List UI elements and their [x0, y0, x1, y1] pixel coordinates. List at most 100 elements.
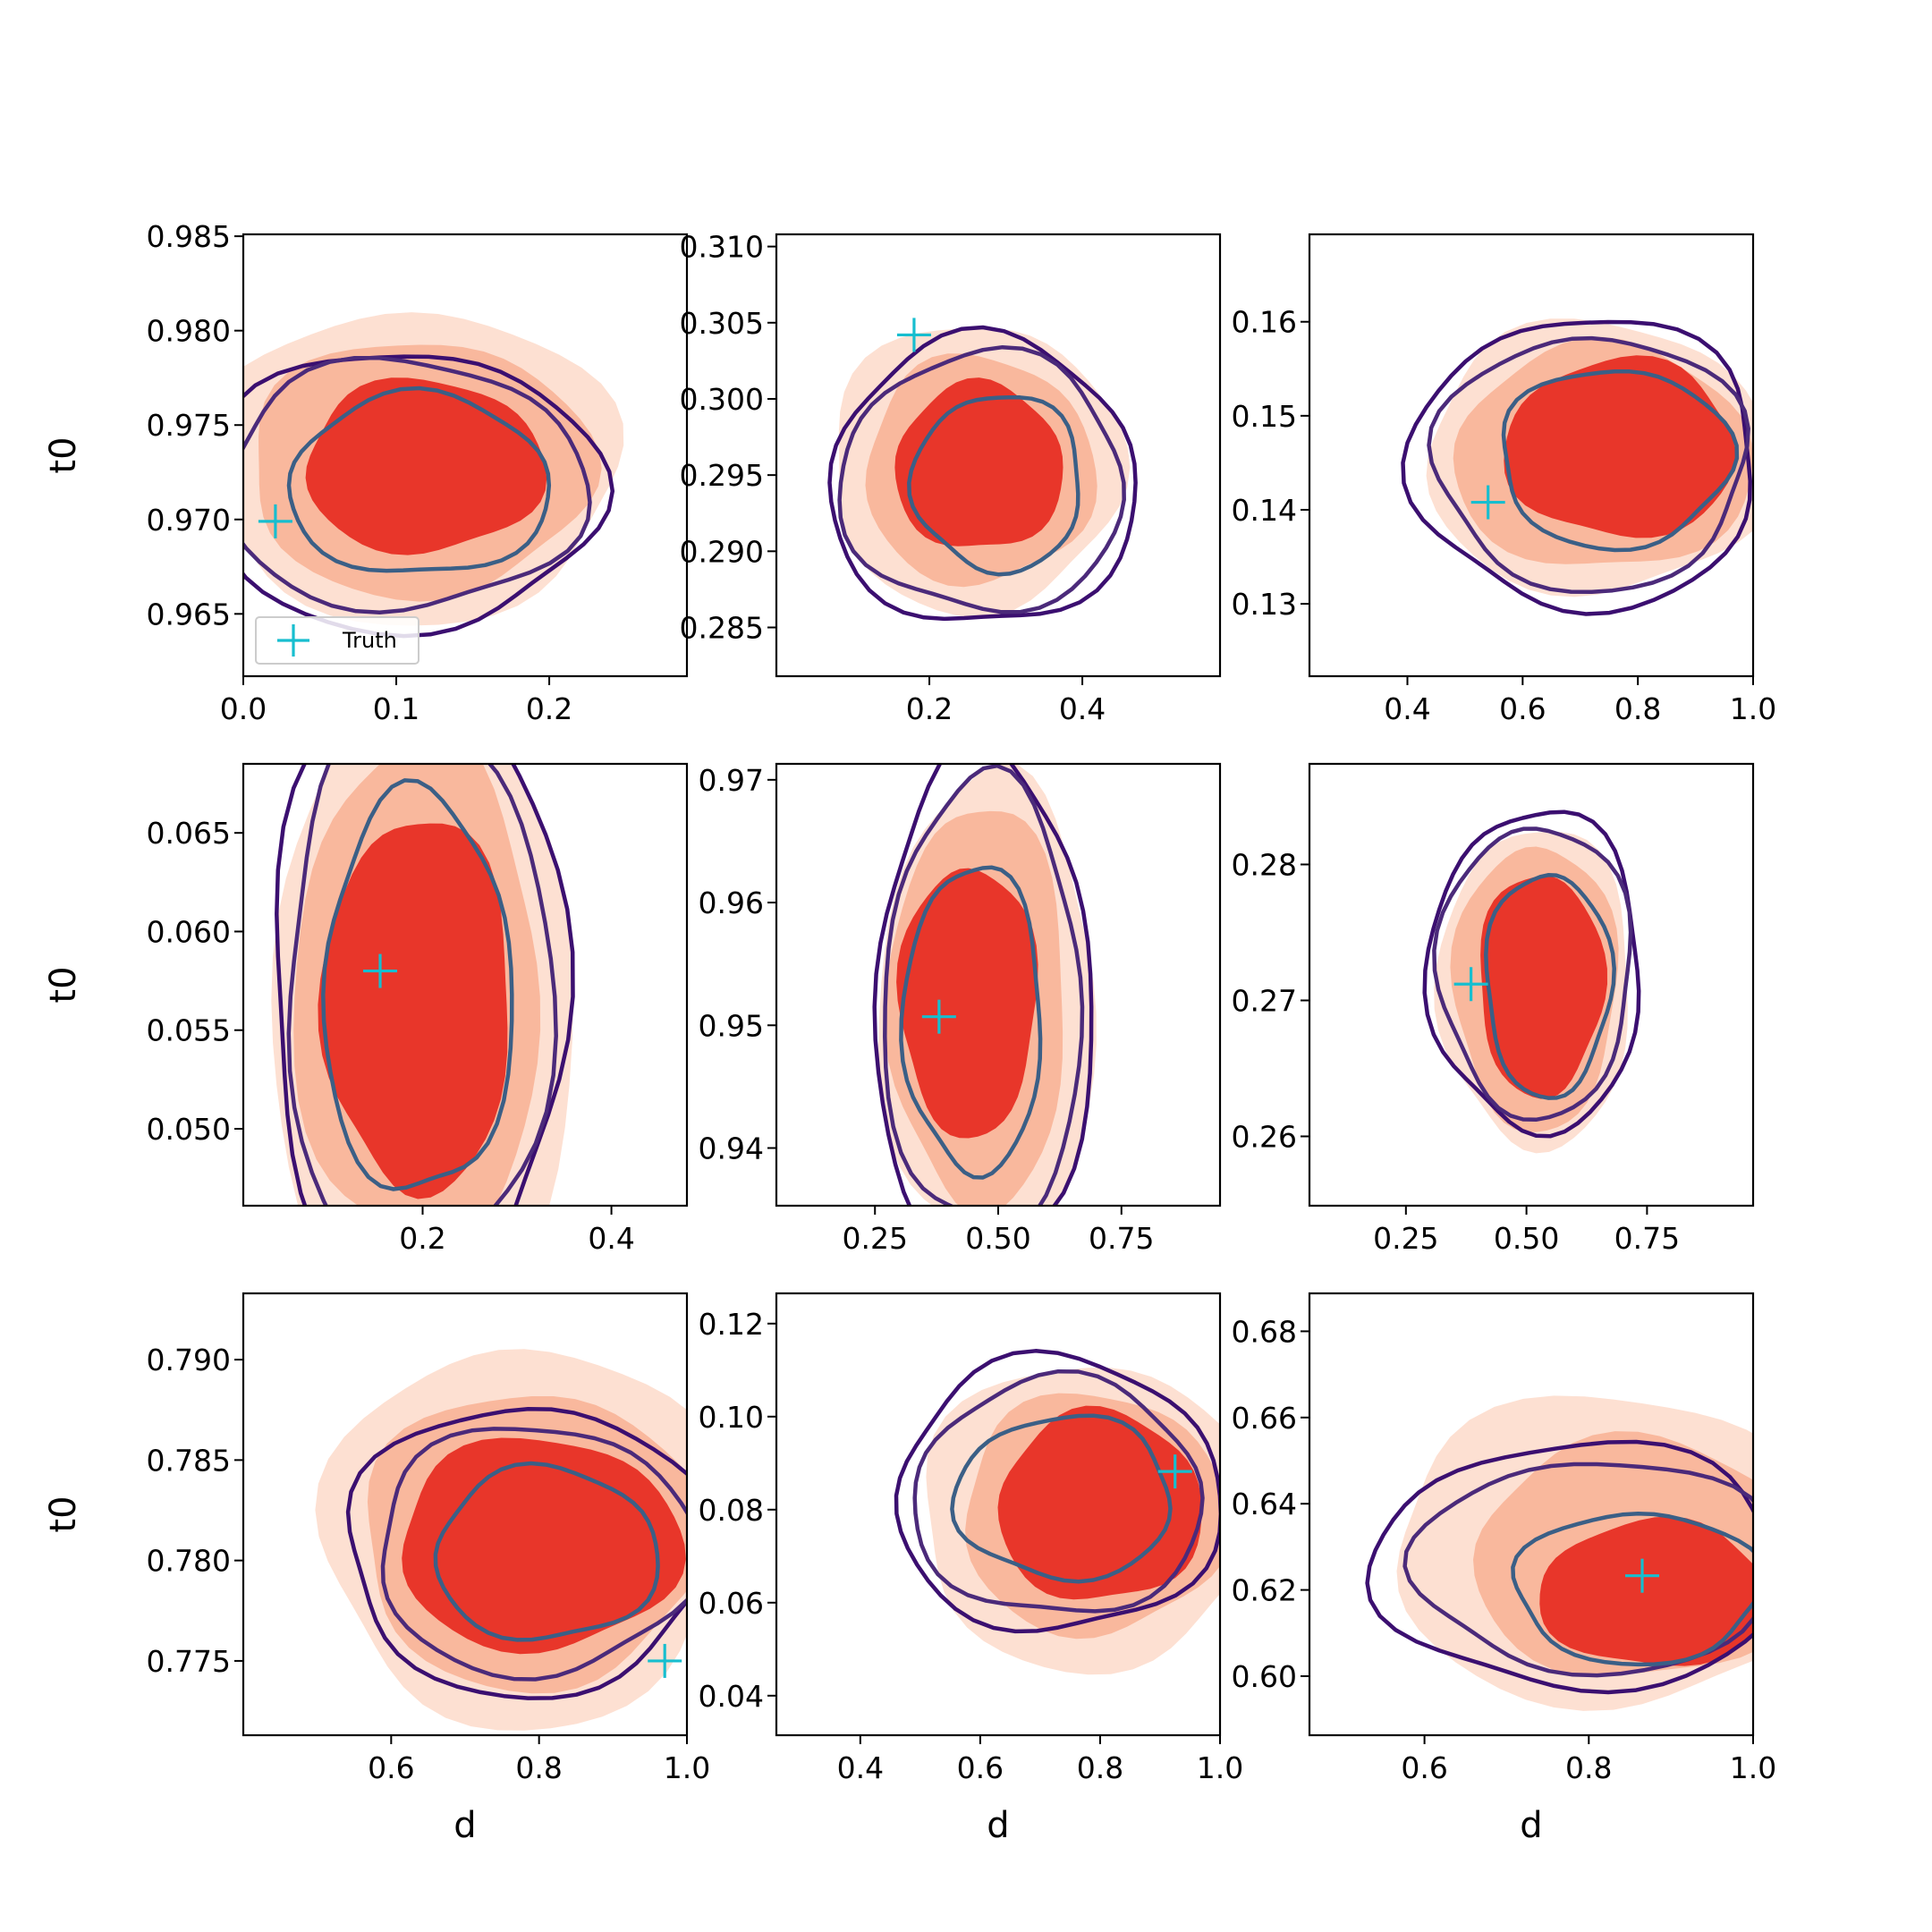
contour-line-3 — [1511, 1511, 1753, 1667]
subplot-4: 0.2 0.4 0.050 0.055 0.060 0.065 t0 — [43, 762, 689, 1256]
plot-area — [243, 312, 624, 639]
contour-line-1 — [345, 1406, 687, 1700]
y-axis-label: t0 — [43, 436, 84, 473]
y-tick-label: 0.26 — [1232, 1119, 1297, 1154]
x-tick-label: 1.0 — [1197, 1750, 1243, 1785]
x-tick-label: 0.8 — [515, 1750, 562, 1785]
plot-area — [1401, 318, 1753, 616]
x-tick-label: 0.4 — [1059, 691, 1106, 726]
x-tick-label: 0.50 — [965, 1221, 1030, 1256]
y-tick-label: 0.310 — [680, 230, 764, 265]
truth-marker — [1157, 1454, 1192, 1489]
contour-line-3 — [907, 394, 1080, 577]
axes-frame — [1308, 233, 1755, 678]
y-tick-label: 0.10 — [699, 1400, 764, 1435]
filled-contour-3 — [305, 377, 547, 555]
y-tick-label: 0.14 — [1232, 493, 1297, 528]
subplot-6: 0.25 0.50 0.75 0.26 0.27 0.28 — [1232, 762, 1755, 1256]
contour-line-3 — [286, 386, 552, 573]
x-tick-label: 0.25 — [842, 1221, 907, 1256]
contour-line-3 — [1501, 369, 1740, 553]
x-tick-label: 0.6 — [1499, 691, 1546, 726]
y-tick-label: 0.985 — [147, 219, 231, 254]
y-tick-label: 0.300 — [680, 382, 764, 417]
contour-line-2 — [286, 764, 558, 1206]
plot-area — [271, 764, 575, 1206]
contour-line-3 — [899, 865, 1043, 1180]
y-tick-label: 0.95 — [699, 1008, 764, 1043]
x-tick-label: 0.1 — [373, 691, 419, 726]
subplot-5: 0.25 0.50 0.75 0.94 0.95 0.96 0.97 — [699, 763, 1222, 1256]
contour-line-1 — [827, 325, 1138, 622]
truth-marker — [921, 999, 956, 1034]
y-tick-label: 0.050 — [147, 1112, 231, 1147]
filled-contour-3 — [1504, 355, 1736, 538]
truth-marker — [896, 318, 931, 352]
y-tick-label: 0.290 — [680, 534, 764, 569]
contour-line-2 — [1432, 826, 1633, 1123]
x-axis-label: d — [1520, 1805, 1542, 1846]
truth-marker — [1470, 485, 1505, 520]
y-tick-label: 0.295 — [680, 458, 764, 493]
contour-line-3 — [950, 1413, 1173, 1584]
plot-area — [827, 318, 1138, 622]
contour-line-2 — [243, 355, 592, 615]
axes-frame — [242, 762, 689, 1208]
y-tick-label: 0.785 — [147, 1443, 231, 1478]
axes-frame — [775, 233, 1222, 678]
x-tick-label: 1.0 — [664, 1750, 710, 1785]
y-tick-label: 0.055 — [147, 1013, 231, 1048]
subplot-2: 0.2 0.4 0.285 0.290 0.295 0.300 0.305 0.310 — [680, 230, 1222, 726]
y-tick-label: 0.62 — [1232, 1573, 1297, 1608]
x-tick-label: 0.75 — [1614, 1221, 1680, 1256]
contour-line-3 — [321, 778, 514, 1191]
y-tick-label: 0.28 — [1232, 847, 1297, 882]
plot-area — [872, 764, 1097, 1206]
y-tick-label: 0.04 — [699, 1679, 764, 1714]
plot-area — [894, 1349, 1220, 1675]
axes-frame — [242, 1292, 689, 1737]
legend-label: Truth — [342, 628, 397, 653]
x-tick-label: 0.8 — [1077, 1750, 1123, 1785]
x-axis-label: d — [987, 1805, 1009, 1846]
y-tick-label: 0.790 — [147, 1343, 231, 1377]
x-tick-label: 0.25 — [1373, 1221, 1438, 1256]
legend: Truth — [255, 616, 419, 665]
y-tick-label: 0.66 — [1232, 1401, 1297, 1436]
subplot-9: 0.6 0.8 1.0 0.60 0.62 0.64 0.66 0.68 d — [1232, 1292, 1776, 1846]
y-tick-label: 0.96 — [699, 886, 764, 920]
x-tick-label: 0.50 — [1494, 1221, 1559, 1256]
y-tick-label: 0.060 — [147, 914, 231, 949]
y-tick-label: 0.13 — [1232, 587, 1297, 622]
x-tick-label: 0.8 — [1614, 691, 1661, 726]
x-tick-label: 0.2 — [906, 691, 953, 726]
x-tick-label: 0.8 — [1565, 1750, 1612, 1785]
x-tick-label: 0.75 — [1089, 1221, 1154, 1256]
filled-contour-3 — [318, 823, 508, 1199]
y-tick-label: 0.08 — [699, 1493, 764, 1528]
y-tick-label: 0.980 — [147, 314, 231, 349]
axes-frame — [775, 1292, 1222, 1737]
x-axis-label: d — [453, 1805, 476, 1846]
y-tick-label: 0.68 — [1232, 1314, 1297, 1349]
filled-contour-3 — [1539, 1516, 1753, 1666]
contour-line-2 — [380, 1427, 687, 1682]
y-tick-label: 0.16 — [1232, 305, 1297, 340]
truth-marker — [1625, 1558, 1659, 1593]
axes-frame — [242, 233, 689, 678]
x-tick-label: 1.0 — [1730, 1750, 1776, 1785]
x-tick-label: 0.2 — [526, 691, 572, 726]
y-axis-label: t0 — [43, 1496, 84, 1532]
x-tick-label: 0.2 — [399, 1221, 445, 1256]
x-tick-label: 0.4 — [588, 1221, 634, 1256]
y-tick-label: 0.065 — [147, 816, 231, 851]
y-tick-label: 0.64 — [1232, 1487, 1297, 1521]
x-tick-label: 0.4 — [837, 1750, 884, 1785]
y-axis-label: t0 — [43, 966, 84, 1003]
plot-area — [315, 1349, 687, 1731]
contour-line-3 — [433, 1461, 660, 1642]
axes-frame — [1308, 1292, 1755, 1737]
y-tick-label: 0.780 — [147, 1544, 231, 1579]
y-tick-label: 0.94 — [699, 1131, 764, 1166]
contour-line-1 — [1422, 809, 1641, 1139]
